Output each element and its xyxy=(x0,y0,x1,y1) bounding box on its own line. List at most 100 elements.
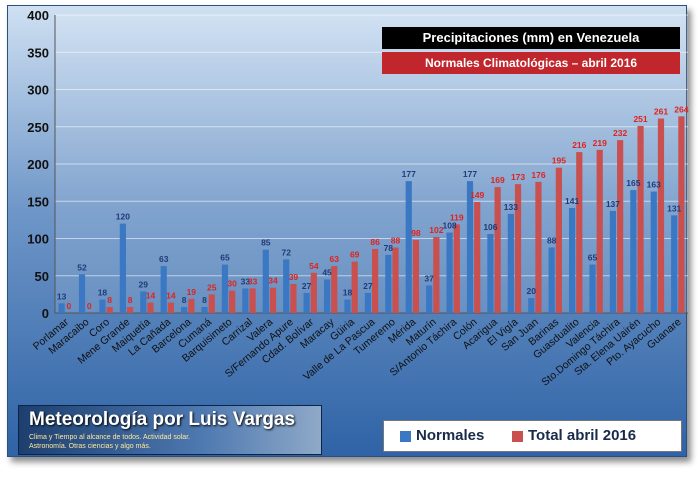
data-label-total: 261 xyxy=(654,107,668,117)
data-label-normales: 85 xyxy=(261,238,271,248)
data-label-normales: 177 xyxy=(402,169,416,179)
data-label-total: 54 xyxy=(309,261,319,271)
data-label-normales: 8 xyxy=(182,295,187,305)
y-tick-label: 400 xyxy=(27,8,49,23)
bar-normales xyxy=(364,292,371,313)
bar-total xyxy=(617,140,624,313)
data-label-total: 0 xyxy=(66,301,71,311)
bar-total xyxy=(290,283,297,313)
bar-normales xyxy=(609,210,617,313)
data-label-total: 149 xyxy=(470,190,484,200)
data-label-total: 69 xyxy=(350,250,360,260)
branding-logo: Meteorología por Luis Vargas Clima y Tie… xyxy=(18,405,322,455)
data-label-normales: 108 xyxy=(442,221,456,231)
data-label-normales: 177 xyxy=(463,169,477,179)
data-label-total: 30 xyxy=(227,279,237,289)
bar-total xyxy=(433,237,440,313)
data-label-total: 63 xyxy=(330,254,340,264)
bar-total xyxy=(310,272,317,313)
y-tick-label: 0 xyxy=(42,306,49,321)
data-label-total: 8 xyxy=(107,295,112,305)
y-tick-label: 200 xyxy=(27,157,49,172)
bar-normales xyxy=(181,307,188,313)
bar-total xyxy=(269,287,277,313)
bar-total xyxy=(126,307,134,313)
bar-normales xyxy=(568,207,576,313)
bar-normales xyxy=(671,215,678,313)
data-label-total: 98 xyxy=(411,228,421,238)
bar-normales xyxy=(303,292,310,313)
data-label-normales: 27 xyxy=(363,281,373,291)
data-label-normales: 141 xyxy=(565,196,579,206)
branding-line-2: Astronomía. Otras ciencias y algo más. xyxy=(29,443,151,450)
branding-line-1: Clima y Tiempo al alcance de todos. Acti… xyxy=(29,434,191,441)
bar-total xyxy=(208,294,215,313)
data-label-total: 14 xyxy=(146,291,156,301)
data-label-normales: 29 xyxy=(139,279,149,289)
data-label-total: 88 xyxy=(391,235,401,245)
data-label-normales: 8 xyxy=(202,295,207,305)
y-tick-label: 350 xyxy=(27,45,49,60)
bar-total xyxy=(657,118,665,314)
bar-normales xyxy=(323,279,331,313)
bar-normales xyxy=(201,307,208,313)
bar-normales xyxy=(283,259,290,313)
bar-total xyxy=(351,261,358,313)
data-label-total: 195 xyxy=(552,156,566,166)
data-label-normales: 133 xyxy=(504,202,518,212)
data-label-normales: 65 xyxy=(220,253,230,263)
data-label-normales: 63 xyxy=(159,254,169,264)
bar-total xyxy=(331,266,338,313)
data-label-total: 216 xyxy=(572,140,586,150)
bar-normales xyxy=(262,249,269,313)
bar-normales xyxy=(99,299,106,313)
legend-label-total: Total abril 2016 xyxy=(528,427,637,444)
y-tick-label: 250 xyxy=(27,120,49,135)
bar-total xyxy=(453,224,460,313)
bar-normales xyxy=(589,264,596,313)
bar-total xyxy=(494,187,501,313)
data-label-normales: 33 xyxy=(241,276,251,286)
bar-normales xyxy=(160,266,167,313)
data-label-total: 8 xyxy=(128,295,133,305)
bar-normales xyxy=(630,190,637,313)
bar-total xyxy=(555,167,562,313)
data-label-total: 33 xyxy=(248,276,258,286)
data-label-normales: 20 xyxy=(527,286,537,296)
bar-total xyxy=(188,298,195,313)
data-label-normales: 45 xyxy=(322,267,332,277)
data-label-normales: 131 xyxy=(667,203,681,213)
bar-total xyxy=(514,184,522,313)
bar-total xyxy=(167,302,175,313)
data-label-total: 14 xyxy=(166,291,176,301)
data-label-total: 39 xyxy=(289,272,299,282)
bar-normales xyxy=(242,288,249,313)
bar-total xyxy=(229,290,236,313)
data-label-total: 264 xyxy=(674,104,688,114)
chart-legend: Normales Total abril 2016 xyxy=(383,420,682,452)
data-label-total: 176 xyxy=(531,170,545,180)
chart-title: Precipitaciones (mm) en Venezuela xyxy=(382,27,680,49)
axes xyxy=(54,15,688,314)
y-tick-label: 150 xyxy=(27,194,49,209)
data-label-normales: 88 xyxy=(547,235,557,245)
data-label-total: 19 xyxy=(187,287,197,297)
bar-total xyxy=(147,302,154,313)
data-label-normales: 163 xyxy=(647,180,661,190)
data-label-normales: 72 xyxy=(281,247,291,257)
bar-normales xyxy=(466,181,474,313)
branding-title: Meteorología por Luis Vargas xyxy=(29,409,296,430)
bar-normales xyxy=(140,291,147,313)
data-label-total: 232 xyxy=(613,128,627,138)
legend-label-normales: Normales xyxy=(416,427,485,444)
bar-normales xyxy=(385,254,392,313)
data-label-total: 25 xyxy=(207,282,217,292)
bar-normales xyxy=(487,234,494,313)
bar-normales xyxy=(119,223,126,313)
y-tick-label: 100 xyxy=(27,232,49,247)
bar-normales xyxy=(528,298,535,313)
bar-normales xyxy=(344,299,351,313)
y-tick-label: 300 xyxy=(27,83,49,98)
